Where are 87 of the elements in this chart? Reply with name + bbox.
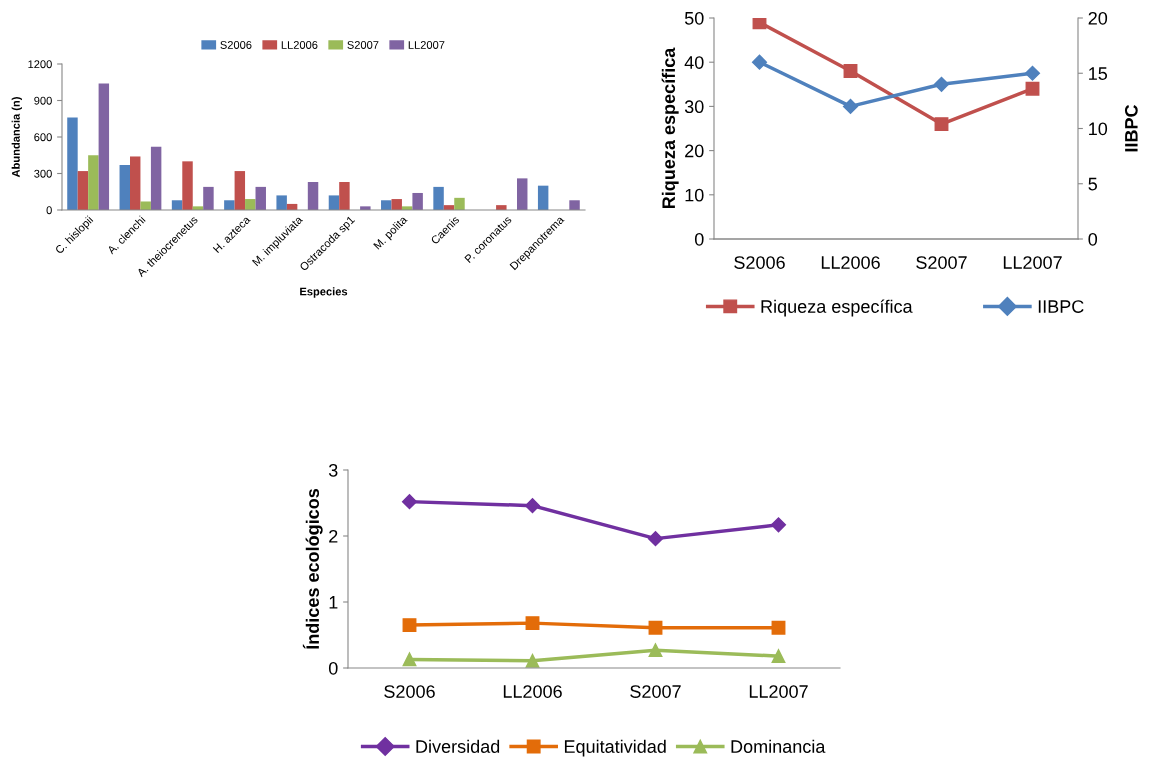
- bar: [150, 146, 162, 210]
- legend-label: S2007: [347, 41, 379, 49]
- bar: [328, 195, 340, 210]
- bar: [339, 182, 350, 210]
- y-axis-title: Abundancia (n): [11, 97, 23, 178]
- bar: [224, 200, 235, 210]
- bar: [119, 164, 130, 210]
- y-axis-title: Índices ecológicos: [302, 488, 323, 649]
- x-tick-label: S2007: [916, 256, 967, 269]
- legend-label: Diversidad: [416, 739, 500, 753]
- x-tick-label: LL2007: [1003, 256, 1062, 269]
- y-tick-label: 0: [694, 232, 704, 246]
- legend-label: S2006: [220, 41, 252, 49]
- point: [933, 76, 950, 92]
- legend-label: LL2006: [281, 41, 318, 49]
- bar: [569, 200, 580, 210]
- bar: [245, 199, 256, 210]
- bar: [412, 192, 423, 210]
- point: [1024, 65, 1041, 81]
- bar: [517, 178, 528, 210]
- x-tick-label: LL2007: [749, 685, 808, 698]
- y2-tick-label: 5: [1088, 177, 1098, 191]
- bar: [234, 171, 246, 210]
- x-tick-label: S2007: [630, 685, 681, 698]
- bar: [307, 182, 319, 210]
- x-axis-title: Especies: [300, 287, 348, 298]
- legend-label: LL2007: [408, 41, 445, 49]
- bar: [98, 83, 110, 210]
- point: [647, 531, 664, 547]
- x-tick-label: S2006: [734, 256, 785, 269]
- point: [401, 494, 418, 510]
- y-tick-label: 2: [329, 529, 338, 543]
- bar: [255, 186, 266, 210]
- legend-label: Riqueza específica: [761, 299, 913, 317]
- point: [402, 652, 417, 667]
- point: [648, 643, 663, 658]
- bar: [454, 197, 465, 210]
- bar: [182, 161, 193, 210]
- point: [524, 498, 541, 514]
- bar: [433, 186, 444, 210]
- y-tick-label: 30: [684, 100, 704, 114]
- bar: [77, 171, 89, 210]
- y-tick-label: 0: [46, 206, 52, 215]
- y-tick-label: 3: [328, 463, 338, 477]
- legend-label: IIBPC: [1038, 300, 1084, 313]
- y-tick-label: 1: [329, 596, 338, 609]
- bar: [140, 201, 151, 210]
- x-tick-label: LL2006: [821, 256, 880, 269]
- bar: [203, 186, 214, 210]
- legend-label: Equitatividad: [564, 739, 666, 757]
- y-tick-label: 1200: [28, 60, 52, 69]
- x-tick-label: LL2006: [503, 685, 562, 698]
- y-tick-label: 300: [34, 169, 52, 178]
- point: [402, 618, 417, 633]
- point: [842, 98, 859, 114]
- point: [525, 616, 540, 631]
- y-tick-label: 10: [685, 188, 704, 202]
- point: [771, 620, 786, 635]
- y-tick-label: 900: [34, 96, 52, 105]
- y2-tick-label: 15: [1089, 67, 1108, 80]
- bar: [276, 195, 287, 210]
- y-axis-title: Riqueza específica: [661, 47, 679, 209]
- y-tick-label: 50: [684, 11, 704, 25]
- point: [1025, 81, 1040, 96]
- bar: [129, 156, 141, 210]
- point: [751, 54, 768, 70]
- legend-label: Dominancia: [731, 739, 826, 753]
- y2-tick-label: 10: [1089, 122, 1108, 136]
- bar: [537, 185, 549, 210]
- point: [934, 117, 949, 132]
- y-tick-label: 20: [685, 144, 704, 158]
- point: [752, 18, 767, 30]
- bar: [67, 117, 78, 210]
- point: [843, 64, 858, 78]
- y-tick-label: 600: [34, 133, 52, 142]
- bar: [391, 199, 402, 210]
- y-tick-label: 40: [684, 56, 704, 69]
- y2-tick-label: 0: [1088, 232, 1098, 246]
- point: [525, 653, 540, 668]
- point: [648, 620, 663, 635]
- x-tick-label: S2006: [384, 685, 435, 698]
- point: [771, 649, 786, 664]
- y-tick-label: 0: [328, 661, 338, 675]
- point: [770, 517, 787, 533]
- bar: [88, 155, 99, 210]
- y2-axis-title: IIBPC: [1124, 104, 1138, 152]
- y2-tick-label: 20: [1088, 11, 1108, 25]
